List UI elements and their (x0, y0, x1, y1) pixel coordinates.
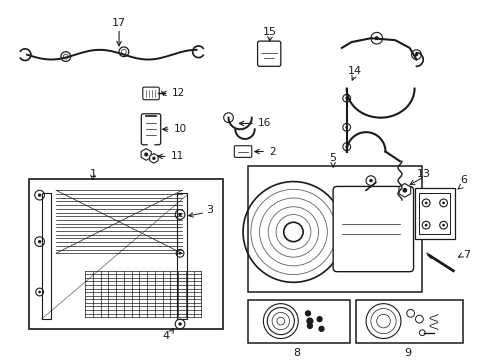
Circle shape (441, 202, 444, 204)
Bar (247, 300, 349, 343)
Circle shape (144, 152, 148, 157)
Circle shape (38, 291, 41, 293)
Circle shape (424, 202, 427, 204)
Circle shape (345, 97, 347, 100)
Circle shape (178, 252, 181, 255)
Bar (29, 179, 222, 329)
Bar (177, 193, 186, 319)
Circle shape (374, 36, 378, 40)
Circle shape (152, 157, 155, 160)
FancyBboxPatch shape (332, 186, 413, 272)
Bar (247, 166, 422, 292)
Circle shape (306, 318, 312, 324)
Text: 10: 10 (163, 124, 186, 134)
FancyBboxPatch shape (142, 87, 159, 100)
Text: 7: 7 (462, 250, 469, 260)
Circle shape (307, 324, 312, 328)
Text: 5: 5 (329, 153, 336, 163)
FancyBboxPatch shape (234, 146, 251, 157)
Circle shape (178, 322, 182, 326)
Text: 13: 13 (416, 169, 430, 179)
Circle shape (317, 317, 321, 321)
Text: 17: 17 (112, 18, 126, 28)
Polygon shape (149, 153, 158, 163)
FancyBboxPatch shape (257, 41, 280, 66)
Text: 4: 4 (162, 330, 169, 341)
Circle shape (178, 213, 182, 216)
Text: 15: 15 (263, 27, 277, 37)
Text: 12: 12 (162, 89, 184, 98)
Bar (419, 193, 449, 234)
Circle shape (441, 224, 444, 226)
FancyBboxPatch shape (141, 114, 161, 145)
Text: 8: 8 (292, 348, 299, 358)
Text: 2: 2 (254, 147, 275, 157)
Circle shape (147, 139, 155, 147)
Circle shape (319, 327, 323, 331)
Circle shape (368, 179, 372, 182)
Text: 14: 14 (346, 66, 361, 76)
Text: 16: 16 (239, 118, 270, 129)
Text: 3: 3 (206, 205, 213, 215)
Circle shape (414, 53, 417, 57)
Circle shape (225, 115, 230, 120)
Polygon shape (398, 184, 410, 197)
Circle shape (424, 224, 427, 226)
Bar (414, 188, 454, 239)
Polygon shape (141, 149, 151, 160)
Circle shape (38, 240, 41, 243)
Text: 11: 11 (158, 152, 183, 161)
Text: 9: 9 (404, 348, 410, 358)
Circle shape (345, 145, 347, 148)
Bar (41, 193, 51, 319)
Circle shape (345, 126, 347, 129)
Bar (356, 300, 462, 343)
Circle shape (38, 193, 41, 197)
Circle shape (402, 188, 407, 193)
Text: 6: 6 (459, 175, 466, 185)
Text: 1: 1 (89, 169, 96, 179)
Circle shape (305, 311, 310, 316)
